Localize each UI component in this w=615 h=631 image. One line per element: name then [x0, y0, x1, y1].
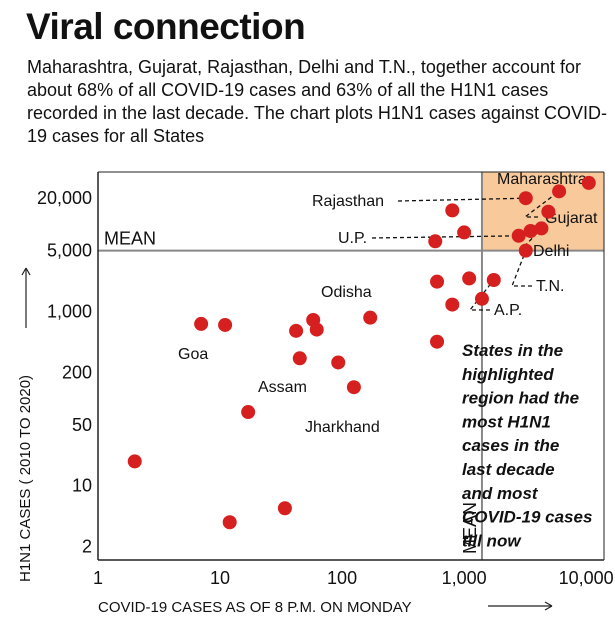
- annotation-line: highlighted: [462, 365, 554, 384]
- y-tick-label: 1,000: [47, 301, 92, 321]
- data-point: [474, 291, 489, 306]
- tick-labels: 1 10 100 1,000 10,000 2 10 50 200 1,000 5,000 20,00…: [17, 188, 614, 616]
- annotation-line: region had the: [462, 389, 579, 408]
- callout-leader: [468, 279, 495, 311]
- data-point: [445, 297, 460, 312]
- data-point: [457, 225, 472, 240]
- data-point: [541, 204, 556, 219]
- x-axis-title: COVID-19 CASES AS OF 8 P.M. ON MONDAY: [98, 599, 412, 616]
- annotation-note: States in the highlighted region had the mo…: [462, 341, 592, 550]
- callout-label: Assam: [258, 379, 307, 396]
- callout-label: Jharkhand: [305, 419, 380, 436]
- callout-label: A.P.: [494, 302, 522, 319]
- data-point: [462, 271, 477, 286]
- data-point: [445, 203, 460, 218]
- data-point: [222, 515, 237, 530]
- callout-label: T.N.: [536, 278, 564, 295]
- data-points: [127, 175, 596, 530]
- y-tick-label: 20,000: [37, 188, 92, 208]
- annotation-line: cases in the: [462, 436, 559, 455]
- y-tick-label: 5,000: [47, 241, 92, 261]
- annotation-line: most H1N1: [462, 412, 551, 431]
- x-axis-arrowhead: [544, 601, 553, 611]
- data-point: [218, 317, 233, 332]
- data-point: [518, 243, 533, 258]
- annotation-line: States in the: [462, 341, 563, 360]
- callouts: Maharashtra Rajasthan Gujarat U.P. Delhi T.N.…: [178, 171, 598, 436]
- callout-label: Gujarat: [545, 210, 598, 227]
- x-tick-label: 10: [210, 568, 230, 588]
- data-point: [309, 322, 324, 337]
- data-point: [430, 274, 445, 289]
- callout-label: Goa: [178, 346, 208, 363]
- data-point: [346, 380, 361, 395]
- data-point: [430, 334, 445, 349]
- data-point: [523, 224, 538, 239]
- data-point: [331, 355, 346, 370]
- data-point: [518, 191, 533, 206]
- data-point: [511, 228, 526, 243]
- data-point: [277, 501, 292, 516]
- data-point: [428, 234, 443, 249]
- y-tick-label: 50: [72, 415, 92, 435]
- data-point: [581, 175, 596, 190]
- data-point: [486, 273, 501, 288]
- annotation-line: and most: [462, 484, 539, 503]
- y-tick-label: 2: [82, 537, 92, 557]
- mean-label-vertical: MEAN: [460, 502, 480, 554]
- data-point: [363, 310, 378, 325]
- callout-label: Maharashtra: [497, 171, 587, 188]
- mean-label-horizontal: MEAN: [104, 229, 156, 249]
- y-tick-label: 10: [72, 476, 92, 496]
- y-axis-arrowhead: [21, 267, 31, 276]
- callout-leader: [371, 235, 519, 239]
- callout-label: U.P.: [338, 230, 367, 247]
- data-point: [127, 454, 142, 469]
- data-point: [552, 184, 567, 199]
- callout-leader: [397, 197, 526, 202]
- axes: [97, 171, 605, 561]
- callout-label: Delhi: [533, 243, 569, 260]
- data-point: [534, 221, 549, 236]
- y-axis-title: H1N1 CASES ( 2010 TO 2020): [17, 375, 34, 582]
- annotation-line: till now: [462, 531, 522, 550]
- callout-label: Odisha: [321, 284, 372, 301]
- data-point: [241, 405, 256, 420]
- callout-label: Rajasthan: [312, 193, 384, 210]
- annotation-text: States in the highlighted region had the mo…: [462, 341, 592, 550]
- annotation-line: COVID-19 cases: [462, 508, 592, 527]
- x-tick-label: 1: [93, 568, 103, 588]
- data-point: [289, 323, 304, 338]
- data-point: [292, 351, 307, 366]
- chart-title: Viral connection: [26, 6, 306, 47]
- data-point: [194, 316, 209, 331]
- chart-subtitle: Maharashtra, Gujarat, Rajasthan, Delhi a…: [27, 57, 607, 146]
- callout-leader: [511, 250, 532, 287]
- y-tick-label: 200: [62, 362, 92, 382]
- x-tick-label: 10,000: [559, 568, 614, 588]
- x-tick-label: 1,000: [442, 568, 487, 588]
- x-tick-label: 100: [327, 568, 357, 588]
- annotation-line: last decade: [462, 460, 555, 479]
